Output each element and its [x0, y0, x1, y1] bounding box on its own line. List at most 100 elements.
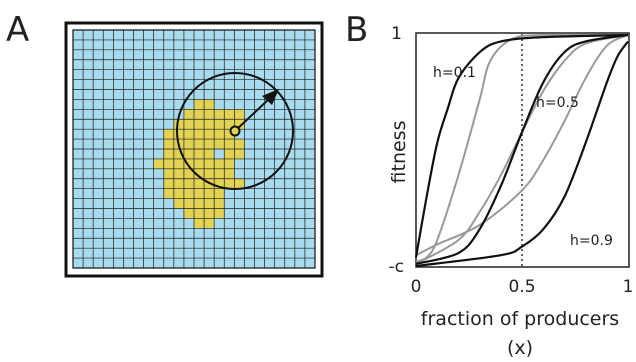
producer-cell	[214, 109, 225, 120]
producer-cell	[194, 198, 205, 209]
producer-cell	[194, 188, 205, 199]
producer-cell	[194, 208, 205, 219]
curve-label-h0.1: h=0.1	[433, 65, 476, 81]
producer-cell	[173, 198, 185, 209]
curve-label-h0.5: h=0.5	[536, 95, 579, 111]
producer-cell	[173, 168, 185, 179]
producer-cell	[183, 109, 195, 120]
producer-cell	[224, 119, 235, 130]
producer-cell	[204, 188, 215, 199]
lattice-border	[72, 29, 316, 269]
producer-cell	[204, 109, 215, 120]
x-tick-1: 1	[623, 277, 634, 297]
producer-cell	[224, 158, 235, 170]
producer-cell	[183, 198, 195, 209]
producer-cell	[214, 119, 225, 130]
producer-cell	[194, 109, 205, 120]
producer-cell	[163, 129, 175, 140]
producer-cell	[234, 109, 245, 120]
producer-cell	[214, 158, 225, 170]
producer-cell	[194, 168, 205, 179]
focal-cell-marker	[229, 125, 241, 137]
producer-cell	[183, 208, 195, 219]
x-tick-0.5: 0.5	[508, 277, 535, 297]
producer-cell	[173, 119, 185, 130]
producer-cell	[224, 178, 235, 189]
producer-cell	[214, 188, 225, 199]
producer-cell	[204, 218, 215, 229]
y-axis-title: fitness	[388, 121, 410, 184]
x-axis-title-line2: (x)	[507, 337, 533, 359]
producer-cell	[234, 139, 245, 150]
producer-cell	[204, 158, 215, 170]
interaction-radius-circle	[176, 72, 294, 190]
producer-cell	[204, 168, 215, 179]
panel-b: B 1 -c 0 0.5 1 fitness fraction of produ…	[345, 10, 633, 359]
producer-cell	[183, 149, 195, 160]
producer-cell	[224, 168, 235, 179]
panel-b-letter: B	[345, 10, 368, 50]
producer-cell	[214, 178, 225, 189]
producer-cell	[194, 139, 205, 150]
producer-cell	[204, 99, 215, 110]
curve-h=0.9-black	[415, 40, 629, 268]
panel-a: A	[6, 10, 324, 278]
producer-cell	[173, 129, 185, 140]
producer-cell	[214, 168, 225, 179]
radius-arrow-head	[262, 89, 279, 105]
producer-cell	[194, 99, 205, 110]
producer-cell	[224, 149, 235, 160]
producer-cell	[224, 109, 235, 120]
producer-cell	[163, 178, 175, 189]
producer-cell	[204, 208, 215, 219]
producer-cell	[163, 149, 175, 160]
producer-cell	[183, 178, 195, 189]
producer-cell	[163, 188, 175, 199]
curve-label-h0.9: h=0.9	[570, 233, 613, 249]
y-tick-minus-c: -c	[389, 257, 404, 277]
radius-arrow	[234, 97, 271, 132]
producer-cell	[173, 188, 185, 199]
producer-cell	[204, 139, 215, 150]
producer-cell	[194, 158, 205, 170]
producer-cell	[194, 129, 205, 140]
producer-cell	[183, 188, 195, 199]
producer-cell	[224, 129, 235, 140]
y-tick-1: 1	[391, 24, 402, 44]
producer-cell	[153, 158, 164, 170]
x-axis-title-line1: fraction of producers	[421, 308, 619, 330]
producer-cell	[204, 129, 215, 140]
producer-cell	[214, 208, 225, 219]
producer-cell	[183, 129, 195, 140]
x-tick-0: 0	[411, 277, 422, 297]
curve-h=0.1-grey	[415, 33, 629, 263]
producer-cell	[214, 198, 225, 209]
producer-cell	[204, 119, 215, 130]
plot-frame	[415, 32, 630, 268]
producer-cell	[234, 178, 245, 189]
producer-cell	[163, 158, 175, 170]
producer-cell	[194, 119, 205, 130]
curve-h=0.1-black	[414, 33, 629, 258]
producer-cell	[183, 168, 195, 179]
producer-cell	[204, 198, 215, 209]
producer-cell	[214, 129, 225, 140]
producer-cell	[234, 119, 245, 130]
producer-cluster	[153, 99, 245, 229]
producer-cell	[183, 119, 195, 130]
producer-cell	[183, 158, 195, 170]
producer-cell	[173, 149, 185, 160]
producer-cell	[173, 158, 185, 170]
producer-cell	[234, 149, 245, 160]
producer-cell	[163, 168, 175, 179]
panel-a-letter: A	[6, 10, 29, 50]
fitness-curves	[414, 33, 629, 268]
producer-cell	[194, 178, 205, 189]
producer-cell	[194, 149, 205, 160]
curve-h=0.5-black	[415, 33, 629, 265]
producer-cell	[204, 149, 215, 160]
producer-cell	[163, 139, 175, 150]
producer-cell	[224, 139, 235, 150]
producer-cell	[194, 218, 205, 229]
